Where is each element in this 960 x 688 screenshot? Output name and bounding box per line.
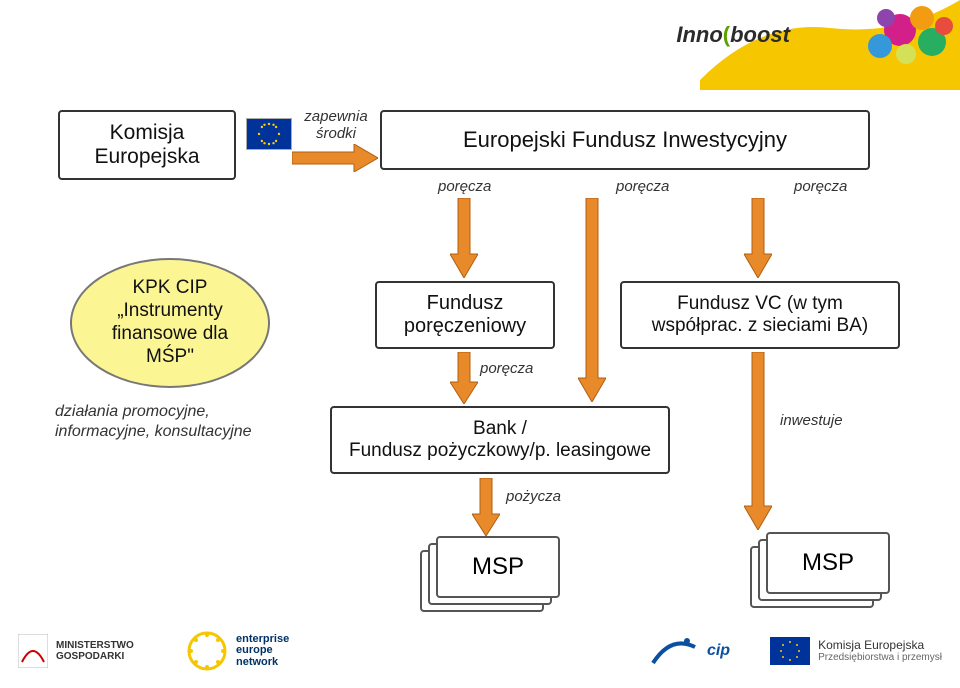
zapewnia-line1: zapewnia <box>304 108 367 125</box>
cip-text: cip <box>707 642 730 660</box>
eu-flag-small-icon <box>770 637 810 665</box>
stars-ring-icon <box>186 630 228 672</box>
footer-komisja-eu: Komisja Europejska Przedsiębiorstwa i pr… <box>770 637 942 665</box>
ministerstwo-text: MINISTERSTWO GOSPODARKI <box>56 640 134 662</box>
zapewnia-line2: środki <box>316 125 356 142</box>
fundpor-title: Fundusz poręczeniowy <box>404 292 526 338</box>
fundvc-line1: Fundusz VC (w tym <box>677 293 843 314</box>
arrow-efi-fundpor <box>450 198 478 278</box>
eu-flag-icon <box>246 118 292 150</box>
arrow-bank-msp <box>472 478 500 536</box>
komisja-europejska-box: Komisja Europejska <box>58 110 236 180</box>
bank-line2: Fundusz pożyczkowy/p. leasingowe <box>349 440 651 461</box>
logo-paren-icon: ( <box>723 22 730 47</box>
eagle-icon <box>18 634 48 668</box>
arrow-efi-fundvc <box>744 198 772 278</box>
logo-prefix: Inno <box>676 22 722 47</box>
fundpor-line2: poręczeniowy <box>404 315 526 337</box>
promo-line2: informacyjne, konsultacyjne <box>55 423 252 440</box>
komisja-title: Komisja Europejska <box>94 121 199 169</box>
bank-fundusz-box: Bank / Fundusz pożyczkowy/p. leasingowe <box>330 406 670 474</box>
porecza-label-4: poręcza <box>480 360 533 377</box>
color-blob <box>868 6 953 64</box>
arrow-fundpor-bank <box>450 352 478 404</box>
fundusz-poreczeniowy-box: Fundusz poręczeniowy <box>375 281 555 349</box>
footer-cip: cip <box>649 633 730 669</box>
porecza-label-3: poręcza <box>794 178 847 195</box>
kpk-line4: MŚP" <box>146 346 194 367</box>
kpk-line1: KPK CIP <box>133 277 208 298</box>
fundusz-vc-box: Fundusz VC (w tym współprac. z sieciami … <box>620 281 900 349</box>
footer-ministerstwo: MINISTERSTWO GOSPODARKI <box>18 634 146 668</box>
footer-bar: MINISTERSTWO GOSPODARKI enterprise europ… <box>0 614 960 688</box>
inwestuje-label: inwestuje <box>780 412 843 429</box>
footer-komisja-line1: Komisja Europejska <box>818 639 942 652</box>
efi-box: Europejski Fundusz Inwestycyjny <box>380 110 870 170</box>
bank-title: Bank / Fundusz pożyczkowy/p. leasingowe <box>349 418 651 462</box>
arrow-fundvc-msp <box>744 352 772 530</box>
cip-icon <box>649 633 699 669</box>
enterprise-text: enterprise europe network <box>236 633 289 668</box>
msp-label-left: MSP <box>472 553 524 581</box>
footer-komisja-line2: Przedsiębiorstwa i przemysł <box>818 652 942 663</box>
komisja-line2: Europejska <box>94 145 199 168</box>
arrow-komisja-efi <box>292 144 378 172</box>
pozycza-label: pożycza <box>506 488 561 505</box>
kpk-cip-text: KPK CIP „Instrumenty finansowe dla MŚP" <box>112 277 228 368</box>
bank-line1: Bank / <box>473 418 527 439</box>
innoboost-logo: Inno(boost <box>676 22 790 48</box>
porecza-label-1: poręcza <box>438 178 491 195</box>
komisja-line1: Komisja <box>110 121 185 144</box>
dzialania-subtext: działania promocyjne, informacyjne, kons… <box>55 402 252 442</box>
arrow-efi-bank <box>578 198 606 402</box>
zapewnia-label: zapewnia środki <box>296 108 376 142</box>
kpk-line3: finansowe dla <box>112 323 228 344</box>
promo-line1: działania promocyjne, <box>55 403 210 420</box>
footer-enterprise-network: enterprise europe network <box>186 630 316 672</box>
fundvc-title: Fundusz VC (w tym współprac. z sieciami … <box>652 293 868 337</box>
msp-label-right: MSP <box>802 549 854 577</box>
kpk-cip-ellipse: KPK CIP „Instrumenty finansowe dla MŚP" <box>70 258 270 388</box>
kpk-line2: „Instrumenty <box>117 300 223 321</box>
porecza-label-2: poręcza <box>616 178 669 195</box>
fundpor-line1: Fundusz <box>427 292 504 314</box>
logo-suffix: boost <box>730 22 790 47</box>
efi-title: Europejski Fundusz Inwestycyjny <box>463 127 787 152</box>
fundvc-line2: współprac. z sieciami BA) <box>652 315 868 336</box>
